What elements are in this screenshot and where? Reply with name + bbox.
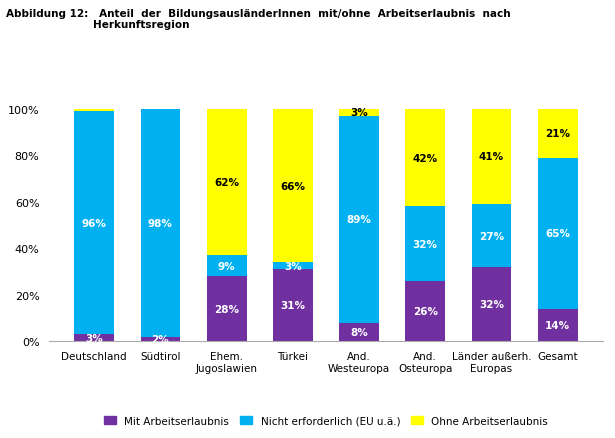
Bar <box>207 277 247 342</box>
Text: 32%: 32% <box>413 239 438 249</box>
Text: Abbildung 12:   Anteil  der  BildungsausländerInnen  mit/ohne  Arbeitserlaubnis : Abbildung 12: Anteil der Bildungsausländ… <box>6 9 511 30</box>
Bar <box>141 337 180 342</box>
Text: 66%: 66% <box>280 181 305 191</box>
Bar <box>74 112 114 335</box>
Text: 98%: 98% <box>148 218 173 228</box>
Text: 3%: 3% <box>350 108 368 118</box>
Bar <box>141 110 180 337</box>
Text: 62%: 62% <box>214 178 239 187</box>
Text: 41%: 41% <box>479 152 504 162</box>
Text: 65%: 65% <box>545 229 570 239</box>
Text: 28%: 28% <box>214 304 239 314</box>
Bar <box>339 110 379 117</box>
Bar <box>405 110 445 207</box>
Bar <box>405 207 445 281</box>
Text: 42%: 42% <box>413 153 438 163</box>
Bar <box>538 158 577 309</box>
Text: 8%: 8% <box>350 327 368 337</box>
Bar <box>472 205 511 267</box>
Text: 32%: 32% <box>479 300 504 310</box>
Text: 31%: 31% <box>280 300 305 311</box>
Bar <box>207 110 247 256</box>
Bar <box>74 110 114 112</box>
Text: 2%: 2% <box>151 334 169 344</box>
Text: 3%: 3% <box>284 261 302 271</box>
Bar <box>74 335 114 342</box>
Text: 3%: 3% <box>85 333 103 343</box>
Bar <box>339 323 379 342</box>
Bar <box>405 281 445 342</box>
Bar <box>472 267 511 342</box>
Legend: Mit Arbeitserlaubnis, Nicht erforderlich (EU u.ä.), Ohne Arbeitserlaubnis: Mit Arbeitserlaubnis, Nicht erforderlich… <box>100 412 552 430</box>
Text: 21%: 21% <box>545 129 570 139</box>
Bar <box>538 309 577 342</box>
Text: 96%: 96% <box>82 218 106 228</box>
Bar <box>273 263 312 270</box>
Text: 14%: 14% <box>545 321 570 330</box>
Bar <box>472 110 511 205</box>
Text: 89%: 89% <box>347 215 371 225</box>
Bar <box>538 110 577 158</box>
Bar <box>273 270 312 342</box>
Bar <box>207 256 247 277</box>
Text: 9%: 9% <box>218 261 236 271</box>
Bar <box>339 117 379 323</box>
Text: 26%: 26% <box>413 307 438 316</box>
Text: 27%: 27% <box>479 231 504 241</box>
Bar <box>273 110 312 263</box>
